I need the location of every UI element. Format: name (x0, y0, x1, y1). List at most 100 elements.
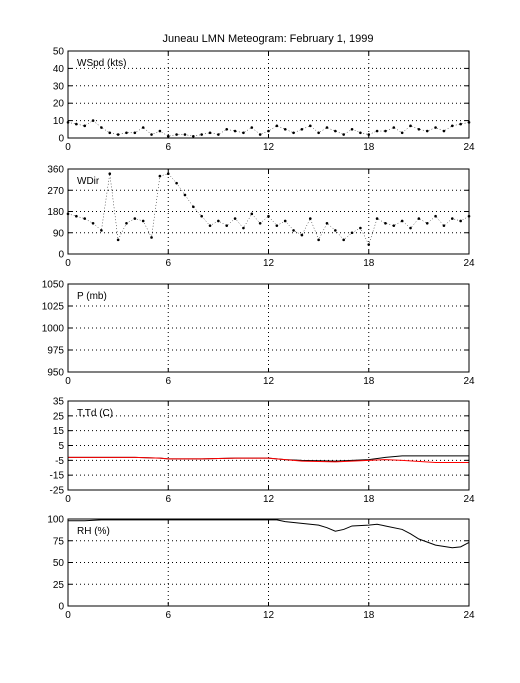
panel-label: P (mb) (77, 291, 107, 302)
data-point (450, 217, 454, 220)
data-point (450, 124, 454, 128)
data-point (125, 131, 128, 135)
x-tick-label: 0 (65, 258, 71, 269)
data-point (384, 129, 387, 133)
panel-3: 0 6 12 18 24 -25 -15 -5 5 15 25 35 T,Td (C) (50, 397, 475, 506)
y-tick-label: 35 (53, 397, 65, 408)
x-tick-label: 12 (263, 142, 275, 153)
x-tick-label: 12 (263, 258, 275, 269)
data-point (75, 122, 78, 126)
y-tick-label: 25 (53, 580, 65, 591)
data-point (91, 119, 95, 122)
series-line-1 (68, 456, 469, 464)
data-point (342, 133, 345, 136)
data-point (275, 124, 279, 128)
data-point (283, 128, 287, 131)
data-point (392, 126, 396, 129)
x-tick-label: 6 (165, 376, 171, 387)
data-point (334, 129, 337, 133)
data-point (91, 222, 95, 225)
y-tick-label: 5 (58, 441, 64, 452)
x-tick-label: 24 (463, 494, 475, 505)
data-point (425, 129, 429, 133)
data-point (108, 131, 112, 135)
data-point (208, 131, 212, 135)
data-point (150, 236, 153, 239)
data-point (300, 128, 304, 131)
data-point (108, 172, 112, 176)
panel-label: RH (%) (77, 526, 110, 537)
y-tick-label: 75 (53, 536, 65, 547)
data-point (83, 124, 87, 128)
data-point (392, 224, 396, 227)
x-tick-label: 24 (463, 610, 475, 621)
data-point (300, 233, 304, 237)
y-tick-label: 100 (47, 515, 64, 526)
y-tick-label: -5 (55, 456, 64, 467)
data-point (133, 131, 137, 135)
data-point (325, 126, 329, 129)
x-tick-label: 12 (263, 610, 275, 621)
x-tick-label: 6 (165, 258, 171, 269)
data-point (375, 129, 379, 133)
data-point (116, 238, 120, 242)
y-tick-label: 50 (53, 47, 65, 58)
x-tick-label: 24 (463, 376, 475, 387)
data-point (342, 238, 345, 242)
data-point (308, 217, 312, 220)
data-point (417, 217, 421, 220)
series-trace (67, 120, 470, 137)
data-point (325, 222, 329, 225)
y-tick-label: 1000 (42, 324, 65, 335)
panel-0: 0 6 12 18 24 0 10 20 30 40 50 WSpd (kts) (53, 47, 475, 154)
y-tick-label: 40 (53, 64, 65, 75)
panel-2: 0 6 12 18 24 950 975 1000 1025 1050 P (mb) (42, 280, 475, 388)
x-tick-label: 6 (165, 142, 171, 153)
y-tick-label: 25 (53, 411, 65, 422)
panel-4: 0 6 12 18 24 0 25 50 75 100 RH (%) (47, 515, 475, 622)
y-tick-label: 950 (47, 368, 64, 379)
axes-box (67, 50, 470, 139)
data-point (417, 128, 421, 131)
series-trace (67, 173, 470, 246)
x-tick-label: 0 (65, 610, 71, 621)
y-tick-label: 360 (47, 165, 64, 176)
data-point (292, 229, 295, 232)
data-point (442, 129, 446, 133)
y-tick-label: 0 (58, 134, 64, 145)
y-tick-label: 1025 (42, 302, 65, 313)
data-point (141, 126, 145, 129)
data-point (292, 131, 295, 135)
x-tick-label: 24 (463, 142, 475, 153)
panel-label: WDir (77, 176, 100, 187)
data-point (434, 126, 437, 129)
data-point (200, 214, 203, 218)
figure-title: Juneau LMN Meteogram: February 1, 1999 (163, 33, 374, 45)
y-tick-label: 180 (47, 207, 64, 218)
y-tick-label: 10 (53, 116, 65, 127)
x-tick-label: 18 (363, 258, 375, 269)
x-tick-label: 18 (363, 376, 375, 387)
data-point (267, 129, 270, 133)
x-tick-label: 6 (165, 610, 171, 621)
panel-label: T,Td (C) (77, 408, 113, 419)
y-tick-label: 30 (53, 81, 65, 92)
panel-1: 0 6 12 18 24 0 90 180 270 360 WDir (47, 165, 475, 270)
data-point (217, 219, 220, 223)
y-tick-label: 270 (47, 186, 64, 197)
x-tick-label: 0 (65, 142, 71, 153)
y-tick-label: 0 (58, 602, 64, 613)
y-tick-label: 20 (53, 99, 65, 110)
data-point (225, 128, 229, 131)
data-point (175, 133, 178, 136)
data-point (217, 133, 220, 136)
x-tick-label: 18 (363, 610, 375, 621)
data-point (250, 212, 254, 216)
x-tick-label: 0 (65, 376, 71, 387)
y-tick-label: 15 (53, 426, 65, 437)
y-tick-label: 1050 (42, 280, 65, 291)
series-line-0 (68, 519, 470, 549)
data-point (384, 222, 387, 225)
